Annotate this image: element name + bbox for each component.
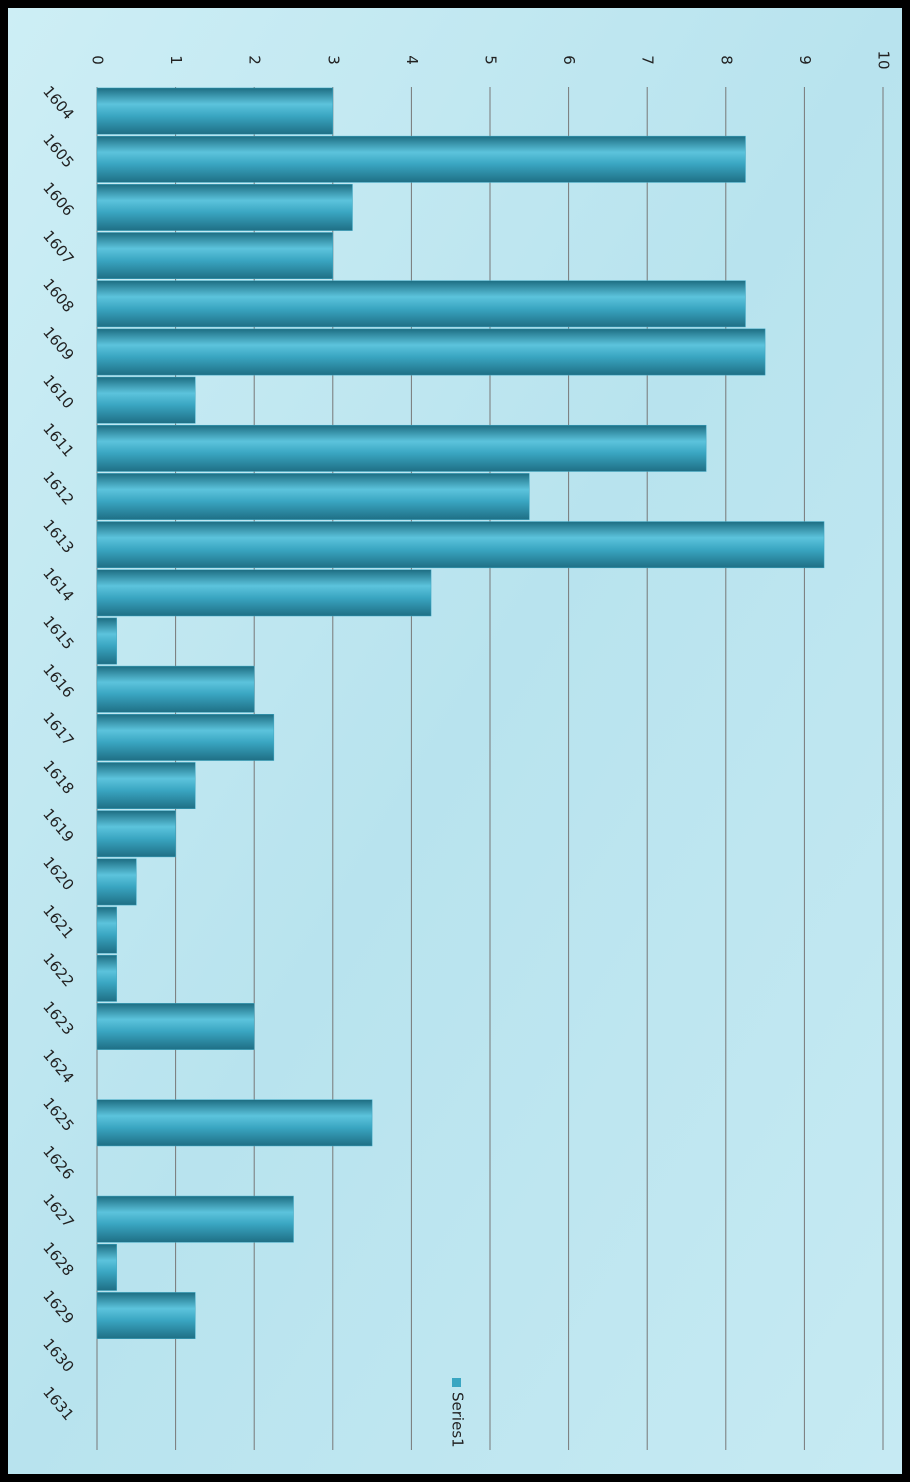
bar bbox=[96, 1243, 117, 1291]
y-tick-label: 7 bbox=[639, 55, 657, 65]
bar bbox=[96, 87, 334, 135]
bar bbox=[96, 376, 196, 424]
bar bbox=[96, 1003, 255, 1050]
y-tick-label: 1 bbox=[167, 55, 185, 65]
bar bbox=[96, 858, 137, 906]
bar bbox=[96, 906, 117, 954]
y-tick-label: 4 bbox=[403, 55, 421, 65]
bar bbox=[96, 1099, 373, 1147]
bar bbox=[96, 232, 334, 280]
y-tick-label: 8 bbox=[717, 55, 735, 65]
bar bbox=[96, 762, 196, 809]
y-tick-label: 2 bbox=[246, 55, 264, 65]
bar bbox=[96, 569, 432, 617]
y-tick-label: 9 bbox=[796, 55, 814, 65]
bar bbox=[96, 280, 746, 328]
bar bbox=[96, 810, 176, 858]
y-tick-label: 6 bbox=[560, 55, 578, 65]
bar bbox=[96, 473, 530, 520]
bar bbox=[96, 665, 255, 713]
bar bbox=[96, 714, 275, 761]
bar bbox=[96, 954, 117, 1002]
bar bbox=[96, 617, 117, 665]
legend-label: Series1 bbox=[449, 1392, 467, 1448]
bar bbox=[96, 135, 746, 183]
y-tick-label: 5 bbox=[482, 55, 500, 65]
bar bbox=[96, 184, 353, 231]
bar bbox=[96, 424, 707, 472]
bar bbox=[96, 1195, 294, 1243]
y-tick-label: 0 bbox=[89, 55, 107, 65]
y-tick-label: 3 bbox=[324, 55, 342, 65]
y-tick-label: 10 bbox=[875, 50, 893, 69]
bar bbox=[96, 521, 825, 569]
bar bbox=[96, 328, 766, 376]
bar bbox=[96, 1292, 196, 1339]
legend-swatch bbox=[452, 1378, 461, 1387]
